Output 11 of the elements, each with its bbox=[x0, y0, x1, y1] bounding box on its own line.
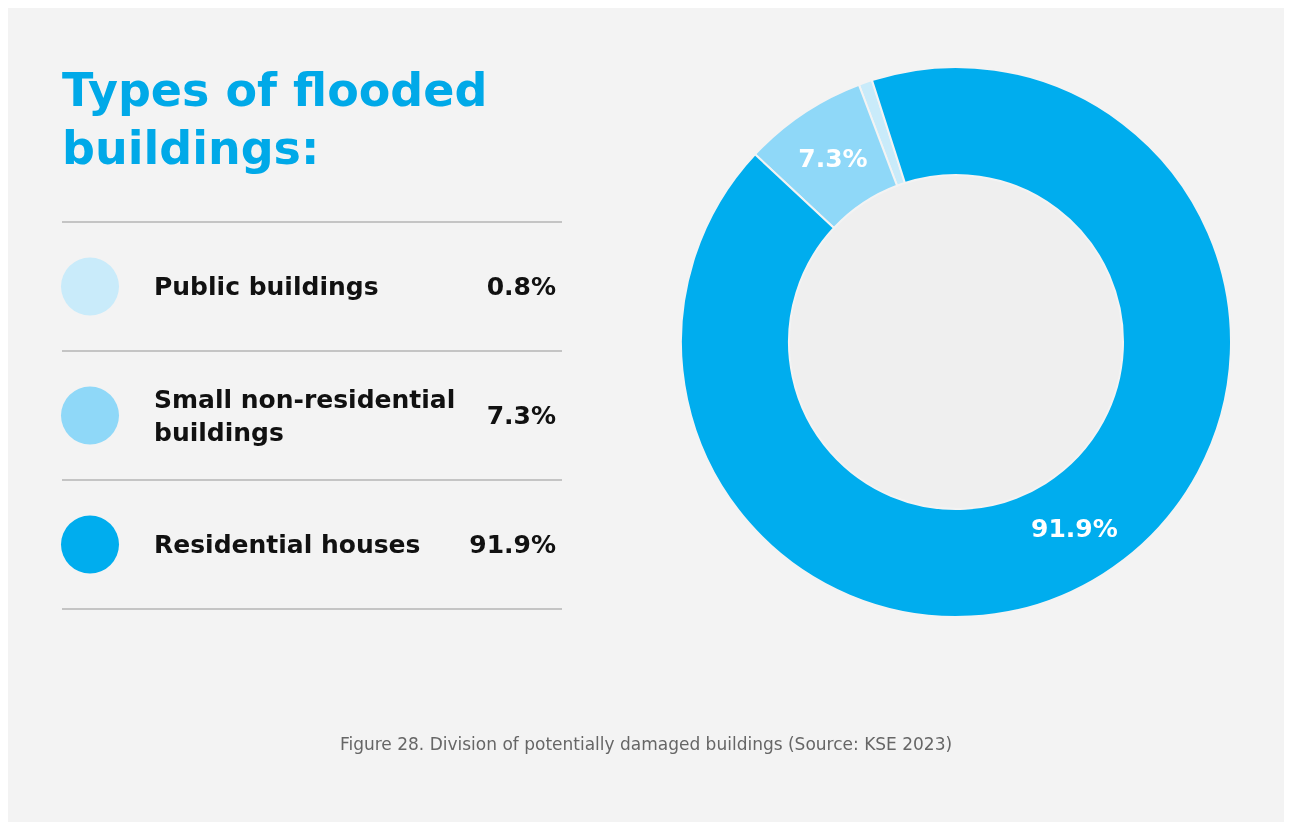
legend-label: Small non-residential buildings bbox=[154, 385, 456, 448]
legend-label: Public buildings bbox=[154, 272, 379, 302]
text: Types of flooded buildings: bbox=[62, 63, 488, 175]
data-label: 7.3% bbox=[798, 144, 868, 174]
legend-label: Residential houses bbox=[154, 530, 421, 560]
caption: Figure 28. Division of potentially damaged buildings (Source: KSE 2023) bbox=[339, 734, 953, 754]
donut-slice bbox=[680, 66, 1232, 618]
text: 91.9% bbox=[1030, 514, 1118, 544]
data-label: 0.8% bbox=[486, 272, 556, 302]
data-label: 91.9% bbox=[469, 530, 556, 560]
text: 7.3% bbox=[486, 401, 556, 431]
